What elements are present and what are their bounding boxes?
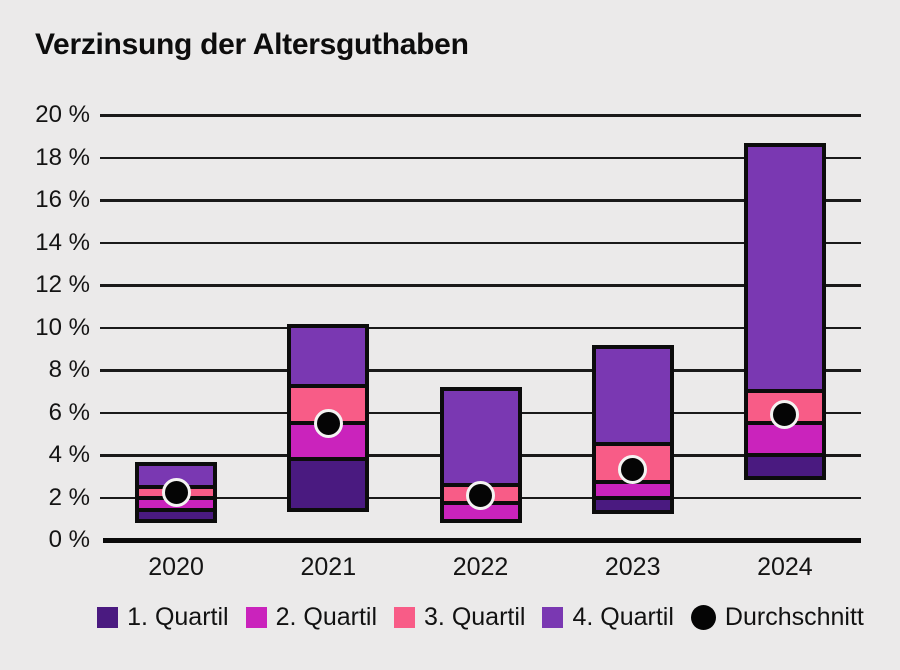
y-axis-tick-label: 8 % [48, 356, 90, 383]
legend-label: 2. Quartil [275, 603, 378, 631]
legend-item-1: 1. Quartil [97, 603, 229, 632]
legend-item-4: 4. Quartil [542, 603, 674, 632]
bar-2021 [287, 323, 370, 513]
x-axis-label-2020: 2020 [148, 553, 204, 581]
gridline-10 [100, 326, 861, 329]
gridline-18 [100, 156, 861, 159]
bar-boundary-line [139, 508, 214, 513]
bar-2024 [743, 142, 826, 481]
bar-segment-1quartil [595, 497, 670, 511]
gridline-8 [100, 369, 861, 372]
bar-boundary-line [595, 495, 670, 500]
bar-segment-1quartil [291, 459, 366, 509]
y-axis-tick-label: 20 % [35, 101, 90, 128]
x-axis-label-2021: 2021 [300, 553, 357, 581]
bar-segment-4quartil [595, 348, 670, 445]
gridline-20 [100, 114, 861, 117]
y-axis-tick-label: 10 % [35, 313, 90, 341]
y-axis-tick-label: 2 % [48, 483, 90, 511]
average-dot-2023 [618, 455, 648, 485]
average-dot-2021 [313, 408, 343, 438]
quartile-swatch-icon [542, 607, 564, 628]
bar-boundary-line [747, 453, 822, 457]
bar-segment-4quartil [139, 465, 214, 487]
gridline-16 [100, 199, 861, 202]
x-axis-line [103, 538, 861, 543]
y-axis-tick-label: 6 % [48, 398, 90, 426]
y-axis-tick-label: 14 % [35, 228, 90, 256]
bar-2022 [439, 387, 522, 523]
average-dot-2024 [770, 400, 800, 430]
bar-segment-2quartil [443, 502, 518, 519]
gridline-14 [100, 241, 861, 244]
x-axis-label-2024: 2024 [757, 553, 813, 581]
chart-title: Verzinsung der Altersguthaben [35, 28, 469, 61]
bar-segment-1quartil [747, 455, 822, 477]
x-axis-label-2022: 2022 [452, 553, 509, 581]
legend-item-2: 2. Quartil [245, 603, 378, 632]
bar-segment-4quartil [291, 327, 366, 386]
legend-label: 1. Quartil [127, 603, 229, 631]
y-axis-tick-label: 4 % [48, 441, 90, 468]
bar-boundary-line [291, 383, 366, 388]
bar-segment-1quartil [139, 510, 214, 519]
legend-label: 4. Quartil [572, 603, 674, 631]
bar-2020 [135, 461, 218, 523]
bar-segment-4quartil [443, 391, 518, 485]
legend-label: Durchschnitt [724, 603, 864, 631]
x-axis-label-2023: 2023 [604, 553, 661, 581]
legend-label: 3. Quartil [424, 603, 526, 631]
quartile-swatch-icon [97, 607, 119, 628]
legend-item-5: Durchschnitt [690, 603, 864, 632]
y-axis-tick-label: 0 % [48, 526, 90, 553]
average-circle-icon [690, 605, 716, 630]
quartile-swatch-icon [394, 607, 416, 628]
average-dot-2022 [466, 480, 495, 510]
y-axis-tick-label: 12 % [35, 271, 90, 298]
bar-boundary-line [291, 457, 366, 462]
bar-segment-2quartil [595, 481, 670, 498]
legend: 1. Quartil 2. Quartil 3. Quartil 4. Quartil… [97, 603, 864, 632]
bar-2023 [591, 344, 674, 515]
bar-boundary-line [595, 442, 670, 447]
y-axis-tick-label: 18 % [35, 143, 90, 171]
bar-segment-4quartil [747, 146, 822, 392]
bar-boundary-line [747, 389, 822, 394]
quartile-swatch-icon [245, 607, 267, 628]
gridline-12 [100, 284, 861, 287]
y-axis-tick-label: 16 % [35, 186, 90, 213]
average-dot-2020 [161, 477, 191, 507]
legend-item-3: 3. Quartil [394, 603, 525, 632]
